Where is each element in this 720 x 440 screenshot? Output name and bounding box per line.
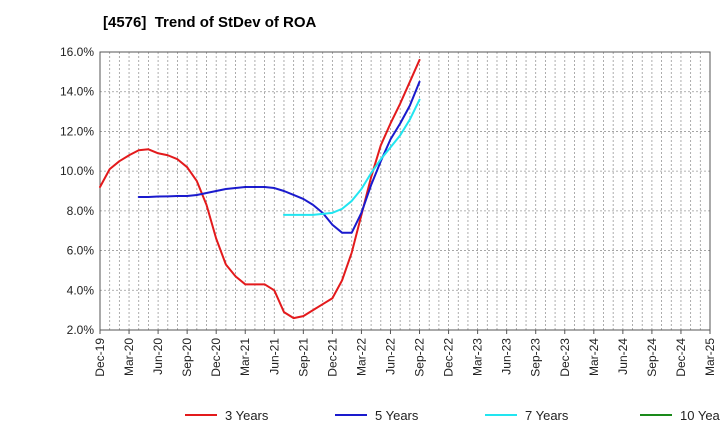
legend-label: 10 Years (680, 408, 720, 423)
x-tick-label: Dec-21 (325, 338, 339, 377)
y-tick-label: 14.0% (60, 85, 94, 99)
x-tick-label: Sep-20 (180, 338, 194, 377)
x-tick-label: Mar-22 (354, 338, 368, 376)
y-tick-label: 4.0% (67, 283, 95, 297)
legend-label: 3 Years (225, 408, 269, 423)
x-tick-label: Dec-20 (209, 338, 223, 377)
y-tick-label: 6.0% (67, 244, 95, 258)
axes: 2.0% 4.0% 6.0% 8.0% 10.0% 12.0% 14.0% 16.0% Dec-… (60, 45, 717, 377)
x-tick-label: Sep-24 (645, 338, 659, 377)
y-tick-label: 16.0% (60, 45, 94, 59)
x-tick-label: Sep-23 (529, 338, 543, 377)
plot-frame (99, 51, 711, 331)
y-tick-label: 12.0% (60, 124, 94, 138)
x-tick-label: Jun-24 (616, 338, 630, 375)
x-tick-label: Dec-19 (93, 338, 107, 377)
legend: 3 Years 5 Years 7 Years 10 Years (185, 408, 720, 423)
x-tick-label: Mar-24 (587, 338, 601, 376)
x-tick-label: Dec-23 (558, 338, 572, 377)
legend-label: 5 Years (375, 408, 419, 423)
series-lines (99, 58, 421, 320)
y-tick-label: 8.0% (67, 204, 95, 218)
x-tick-label: Mar-21 (238, 338, 252, 376)
series-line-5-years (137, 80, 421, 234)
x-tick-label: Sep-22 (413, 338, 427, 377)
x-tick-label: Mar-25 (703, 338, 717, 376)
chart-title: [4576] Trend of StDev of ROA (103, 14, 317, 31)
x-tick-label: Sep-21 (296, 338, 310, 377)
x-tick-label: Jun-20 (151, 338, 165, 375)
series-line-3-years (99, 58, 421, 320)
x-tick-label: Jun-23 (500, 338, 514, 375)
legend-label: 7 Years (525, 408, 569, 423)
x-tick-label: Jun-22 (383, 338, 397, 375)
x-tick-label: Dec-24 (674, 338, 688, 377)
x-tick-label: Mar-20 (122, 338, 136, 376)
y-tick-label: 2.0% (67, 323, 95, 337)
x-tick-label: Jun-21 (267, 338, 281, 375)
series-line-7-years (282, 98, 421, 216)
y-tick-label: 10.0% (60, 164, 94, 178)
x-tick-label: Mar-23 (471, 338, 485, 376)
x-tick-label: Dec-22 (442, 338, 456, 377)
